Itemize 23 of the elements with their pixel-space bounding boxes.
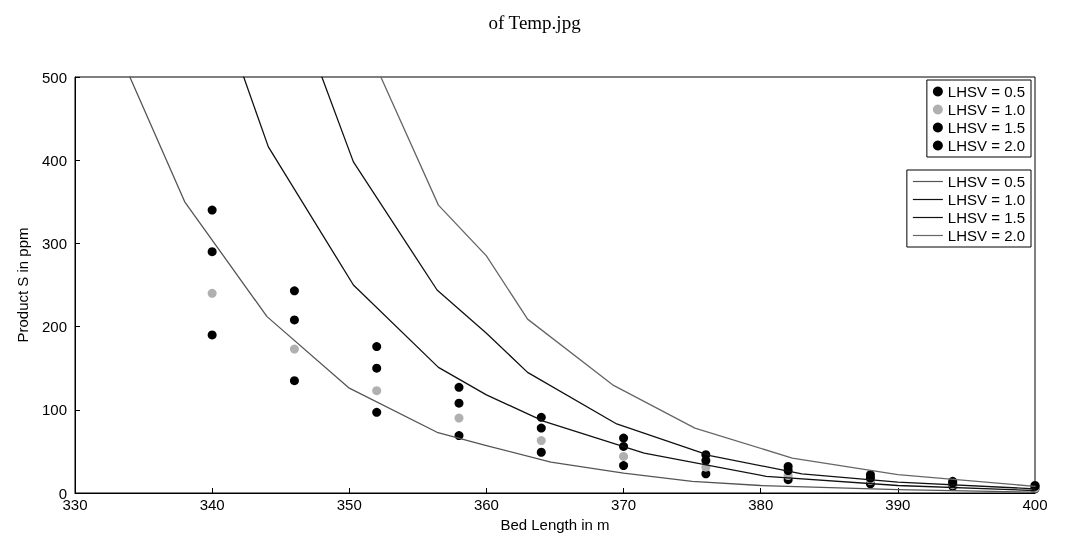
legend-label: LHSV = 1.0	[947, 191, 1026, 208]
legend-label: LHSV = 1.0	[947, 101, 1026, 118]
x-axis-title: Bed Length in m	[500, 515, 610, 533]
x-tick-label: 360	[473, 496, 499, 513]
y-tick-label: 300	[41, 234, 67, 252]
y-axis-title: Product S in ppm	[14, 227, 31, 343]
chart-title: of Temp.jpg	[488, 12, 582, 33]
legend-label: LHSV = 1.5	[947, 119, 1026, 136]
legend-label: LHSV = 0.5	[947, 173, 1026, 190]
legend-label: LHSV = 2.0	[947, 227, 1026, 244]
x-tick-label: 340	[199, 496, 225, 513]
y-tick-label: 500	[41, 68, 67, 86]
x-tick-label: 380	[748, 496, 774, 513]
x-tick-label: 370	[611, 496, 637, 513]
x-tick-label: 390	[885, 496, 911, 513]
y-tick-label: 200	[41, 318, 67, 336]
y-tick-label: 100	[41, 401, 67, 419]
x-tick-label: 400	[1022, 496, 1048, 513]
x-tick-label: 350	[336, 496, 362, 513]
legend-label: LHSV = 2.0	[947, 137, 1026, 154]
legend-label: LHSV = 1.5	[947, 209, 1026, 226]
y-tick-label: 400	[41, 151, 67, 169]
legend-label: LHSV = 0.5	[947, 83, 1026, 100]
